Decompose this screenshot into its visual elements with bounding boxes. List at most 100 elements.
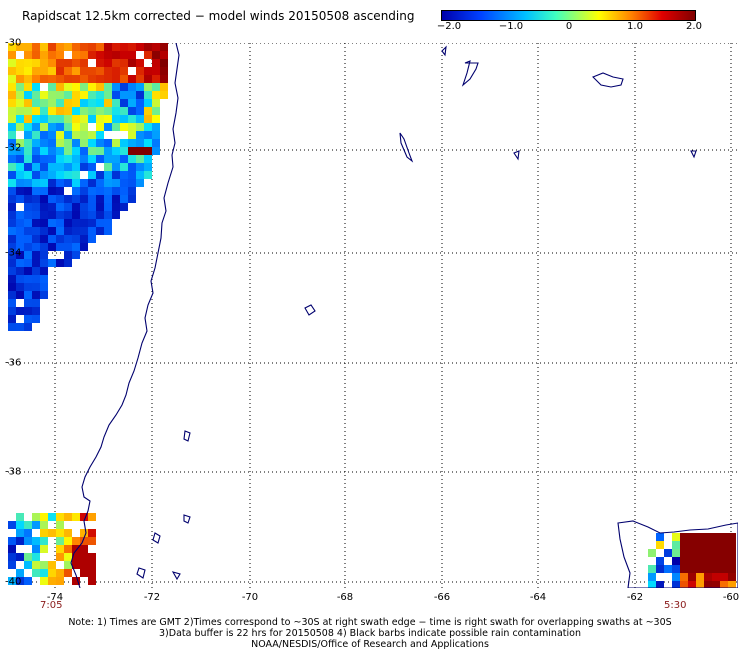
- wind-difference-cell: [8, 67, 16, 75]
- wind-difference-cell: [8, 139, 16, 147]
- wind-difference-cell: [16, 513, 24, 521]
- wind-difference-cell: [104, 83, 112, 91]
- wind-difference-cell: [56, 107, 64, 115]
- wind-difference-cell: [160, 83, 168, 91]
- wind-difference-cell: [80, 179, 88, 187]
- wind-difference-cell: [48, 577, 56, 585]
- wind-difference-cell: [696, 541, 704, 549]
- wind-difference-cell: [64, 155, 72, 163]
- wind-difference-cell: [48, 561, 56, 569]
- wind-difference-cell: [8, 275, 16, 283]
- wind-difference-cell: [40, 211, 48, 219]
- wind-difference-cell: [16, 99, 24, 107]
- wind-difference-cell: [48, 513, 56, 521]
- wind-difference-cell: [32, 43, 40, 51]
- wind-difference-cell: [152, 59, 160, 67]
- wind-difference-cell: [40, 275, 48, 283]
- wind-difference-cell: [104, 51, 112, 59]
- wind-difference-cell: [48, 131, 56, 139]
- wind-difference-cell: [24, 275, 32, 283]
- wind-difference-cell: [128, 187, 136, 195]
- wind-difference-cell: [16, 259, 24, 267]
- wind-difference-cell: [8, 51, 16, 59]
- wind-difference-cell: [112, 171, 120, 179]
- wind-difference-cell: [8, 235, 16, 243]
- wind-difference-cell: [112, 107, 120, 115]
- wind-difference-cell: [24, 115, 32, 123]
- wind-difference-cell: [64, 67, 72, 75]
- wind-difference-cell: [120, 91, 128, 99]
- wind-difference-cell: [32, 59, 40, 67]
- wind-difference-cell: [128, 59, 136, 67]
- wind-difference-cell: [152, 51, 160, 59]
- wind-difference-cell: [88, 203, 96, 211]
- wind-difference-cell: [24, 259, 32, 267]
- wind-difference-cell: [160, 51, 168, 59]
- wind-difference-cell: [56, 203, 64, 211]
- latitude-label: -34: [5, 247, 22, 259]
- wind-difference-cell: [144, 115, 152, 123]
- wind-difference-cell: [88, 43, 96, 51]
- wind-difference-cell: [40, 123, 48, 131]
- wind-difference-cell: [24, 43, 32, 51]
- wind-difference-cell: [96, 147, 104, 155]
- wind-difference-cell: [104, 123, 112, 131]
- island-coastline: [399, 132, 414, 163]
- island-coastline: [441, 45, 447, 57]
- wind-difference-cell: [80, 107, 88, 115]
- wind-difference-cell: [8, 521, 16, 529]
- wind-difference-cell: [72, 43, 80, 51]
- wind-difference-cell: [72, 243, 80, 251]
- wind-difference-cell: [8, 315, 16, 323]
- wind-difference-cell: [24, 307, 32, 315]
- wind-difference-cell: [64, 107, 72, 115]
- wind-difference-cell: [64, 115, 72, 123]
- wind-difference-cell: [56, 83, 64, 91]
- colorbar: [441, 10, 696, 21]
- wind-difference-cell: [152, 67, 160, 75]
- wind-difference-cell: [720, 565, 728, 573]
- wind-difference-cell: [16, 195, 24, 203]
- wind-difference-cell: [32, 219, 40, 227]
- wind-difference-cell: [32, 537, 40, 545]
- wind-difference-cell: [56, 131, 64, 139]
- wind-difference-cell: [688, 533, 696, 541]
- wind-difference-cell: [48, 219, 56, 227]
- wind-difference-cell: [144, 99, 152, 107]
- wind-difference-cell: [24, 323, 32, 331]
- wind-difference-cell: [24, 59, 32, 67]
- wind-difference-cell: [128, 43, 136, 51]
- wind-difference-cell: [128, 131, 136, 139]
- wind-difference-cell: [136, 99, 144, 107]
- wind-difference-cell: [24, 251, 32, 259]
- wind-difference-cell: [720, 533, 728, 541]
- wind-difference-cell: [56, 569, 64, 577]
- wind-difference-cell: [96, 171, 104, 179]
- wind-difference-cell: [88, 99, 96, 107]
- latitude-label: -38: [5, 466, 22, 478]
- wind-difference-cell: [40, 577, 48, 585]
- wind-difference-cell: [24, 227, 32, 235]
- wind-difference-cell: [80, 59, 88, 67]
- colorbar-tick-label: −1.0: [498, 21, 524, 32]
- wind-difference-cell: [56, 67, 64, 75]
- wind-difference-cell: [128, 83, 136, 91]
- wind-difference-cell: [16, 291, 24, 299]
- wind-difference-cell: [704, 565, 712, 573]
- wind-difference-cell: [136, 179, 144, 187]
- wind-difference-cell: [64, 537, 72, 545]
- wind-difference-cell: [712, 557, 720, 565]
- island-coastline: [136, 567, 146, 579]
- island-coastline: [183, 430, 191, 442]
- wind-difference-cell: [16, 251, 24, 259]
- wind-difference-cell: [8, 83, 16, 91]
- wind-difference-cell: [24, 75, 32, 83]
- wind-difference-cell: [32, 569, 40, 577]
- wind-difference-cell: [80, 67, 88, 75]
- wind-difference-cell: [56, 51, 64, 59]
- wind-difference-cell: [104, 187, 112, 195]
- wind-difference-cell: [32, 203, 40, 211]
- wind-difference-cell: [48, 259, 56, 267]
- wind-difference-cell: [32, 99, 40, 107]
- wind-difference-cell: [112, 67, 120, 75]
